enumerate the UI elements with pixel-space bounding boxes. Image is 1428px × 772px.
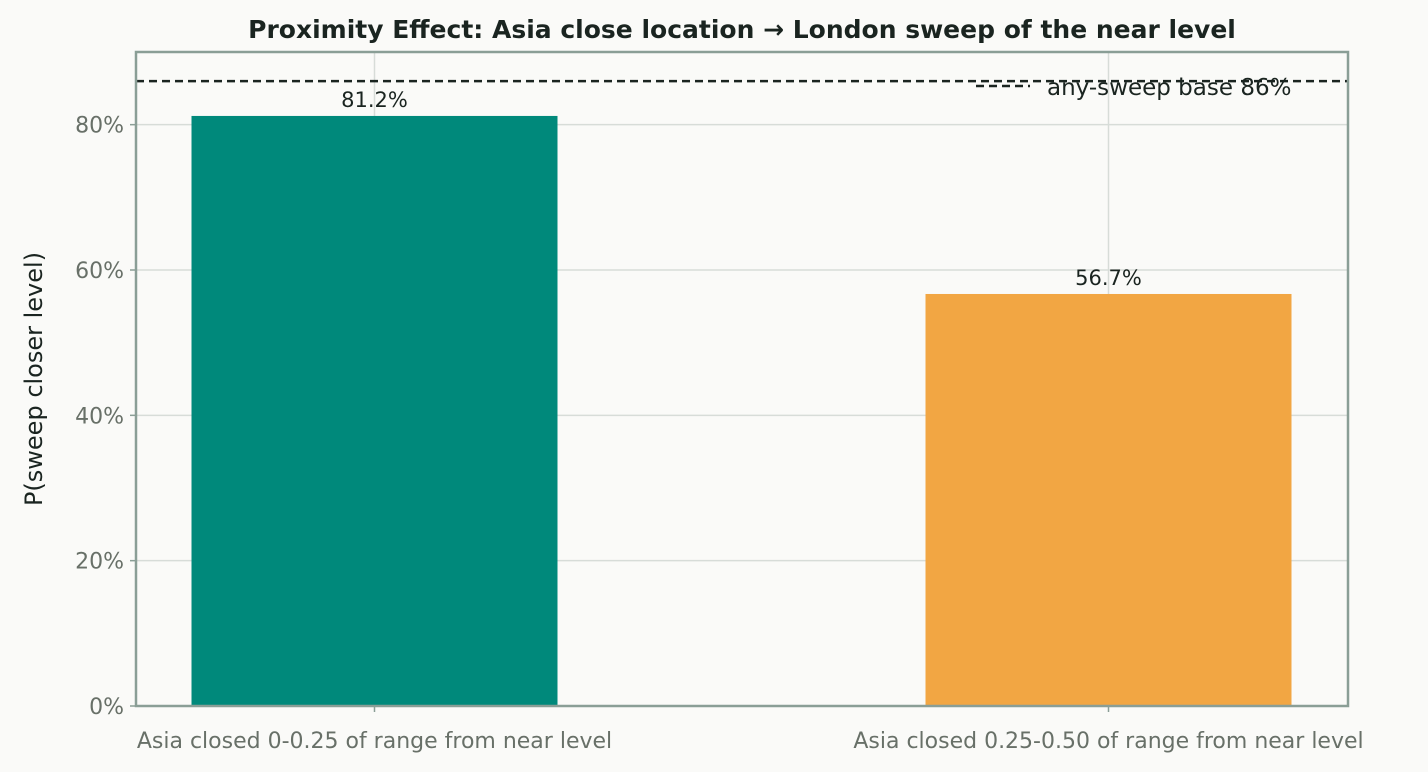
bar — [925, 293, 1292, 706]
y-tick-label: 40% — [75, 404, 124, 429]
data-labels: 81.2% 56.7% — [341, 88, 1142, 290]
bar-value-label: 56.7% — [1075, 266, 1142, 290]
y-tick-label: 20% — [75, 550, 124, 575]
y-tick-label: 0% — [89, 695, 124, 720]
y-tick-label: 80% — [75, 114, 124, 139]
bar-value-label: 81.2% — [341, 88, 408, 112]
legend: any-sweep base 86% — [976, 75, 1291, 101]
x-axis-ticks: Asia closed 0-0.25 of range from near le… — [137, 706, 1364, 754]
y-tick-label: 60% — [75, 259, 124, 284]
bar — [191, 115, 558, 707]
y-axis-ticks: 0% 20% 40% 60% 80% — [75, 114, 136, 720]
legend-label: any-sweep base 86% — [1047, 75, 1291, 101]
bars — [191, 115, 1292, 707]
x-tick-label: Asia closed 0-0.25 of range from near le… — [137, 729, 612, 754]
plot-area-border — [134, 50, 1350, 708]
y-axis-label: P(sweep closer level) — [20, 252, 48, 506]
chart-title: Proximity Effect: Asia close location → … — [248, 15, 1236, 44]
x-tick-label: Asia closed 0.25-0.50 of range from near… — [853, 729, 1363, 754]
